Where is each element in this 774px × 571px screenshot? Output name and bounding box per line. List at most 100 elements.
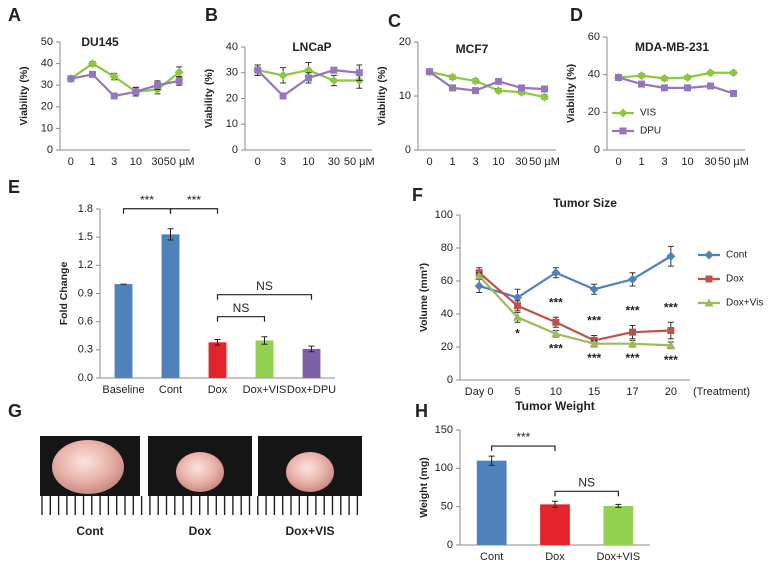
x-tick-label: 10 (492, 156, 504, 168)
significance: *** (625, 304, 639, 318)
series-line (478, 271, 671, 342)
significance: *** (664, 300, 678, 314)
error-bar (552, 500, 558, 508)
y-tick-label: 0 (594, 144, 600, 156)
legend-marker (618, 108, 628, 118)
series-line (618, 71, 734, 80)
marker (514, 302, 521, 310)
significance: *** (587, 351, 601, 365)
marker (513, 293, 522, 302)
panel-letter: F (412, 185, 423, 205)
marker (471, 76, 480, 86)
y-axis-label: Viability (%) (376, 66, 388, 125)
marker (305, 74, 312, 82)
y-axis-label: Weight (mg) (418, 457, 430, 517)
marker (540, 92, 549, 102)
bracket-label: *** (140, 193, 154, 207)
marker (666, 340, 676, 349)
marker (67, 75, 75, 83)
marker (666, 251, 676, 261)
y-tick-label: 30 (226, 67, 238, 79)
marker (629, 328, 636, 336)
error-bar (615, 503, 622, 508)
marker (637, 71, 646, 81)
y-tick-label: 0 (47, 144, 53, 156)
y-tick-label: 50 (41, 36, 53, 48)
x-tick-label: 15 (588, 386, 600, 398)
error-bar (308, 345, 315, 353)
y-tick-label: 20 (399, 36, 411, 48)
bracket-label: *** (516, 430, 530, 444)
x-tick-label: 1 (449, 156, 455, 168)
y-tick-label: 1.2 (78, 259, 93, 271)
bracket-label: NS (233, 301, 250, 315)
marker (89, 70, 96, 78)
bar (255, 340, 274, 378)
bracket-label: NS (256, 279, 273, 293)
x-tick-label: 50 µM (344, 156, 375, 168)
chart-title: Tumor Size (553, 196, 617, 210)
significance: *** (587, 314, 601, 328)
marker (589, 284, 599, 294)
x-tick-label: 1 (638, 156, 644, 168)
y-tick-label: 0 (405, 144, 411, 156)
y-tick-label: 1.8 (78, 203, 93, 215)
x-tick-label: 1 (89, 156, 95, 168)
x-tick-label: 17 (626, 386, 638, 398)
marker (495, 77, 502, 85)
y-tick-label: 20 (441, 341, 453, 353)
x-tick-label: 50 µM (718, 156, 749, 168)
panel-letter: E (8, 177, 20, 197)
y-tick-label: 20 (41, 101, 53, 113)
x-tick-label: 3 (280, 156, 286, 168)
x-tick-label: Cont (159, 384, 182, 396)
marker (707, 82, 714, 90)
panel-letter: B (205, 5, 218, 25)
x-tick-label: 0 (426, 156, 432, 168)
marker (628, 274, 637, 284)
x-tick-label: 0 (255, 156, 261, 168)
bar (476, 460, 507, 545)
x-tick-label: 30 (151, 156, 163, 168)
marker (513, 312, 522, 321)
marker (472, 87, 479, 95)
y-tick-label: 60 (588, 31, 600, 43)
bar (603, 505, 634, 545)
series-line (70, 62, 180, 93)
bracket (491, 445, 556, 452)
bar (302, 348, 321, 378)
x-tick-label: Dox+VIS (596, 551, 640, 563)
significance: *** (625, 351, 639, 365)
panel-letter: C (388, 11, 401, 31)
marker (660, 73, 669, 83)
y-tick-label: 0.9 (78, 287, 93, 299)
marker (254, 66, 262, 74)
bracket-label: NS (578, 475, 595, 489)
marker (661, 84, 668, 92)
marker (279, 92, 287, 100)
tumor (176, 452, 224, 492)
marker (552, 318, 560, 326)
bar (208, 342, 227, 378)
marker (638, 80, 645, 88)
y-tick-label: 40 (588, 69, 600, 81)
y-axis-label: Viability (%) (565, 64, 577, 123)
x-tick-label: 20 (665, 386, 677, 398)
marker (589, 339, 599, 348)
marker (683, 72, 692, 82)
marker (278, 70, 288, 80)
y-tick-label: 100 (435, 209, 453, 221)
bar (161, 234, 180, 378)
chart-title: DU145 (81, 35, 119, 49)
y-tick-label: 80 (441, 242, 453, 254)
y-tick-label: 0.0 (78, 372, 93, 384)
y-tick-label: 0.3 (78, 344, 93, 356)
marker (109, 72, 119, 82)
legend-marker (705, 275, 713, 283)
error-bar (261, 336, 268, 345)
y-tick-label: 0 (447, 374, 453, 386)
marker (174, 67, 184, 77)
marker (110, 92, 118, 100)
legend-marker (619, 127, 627, 135)
